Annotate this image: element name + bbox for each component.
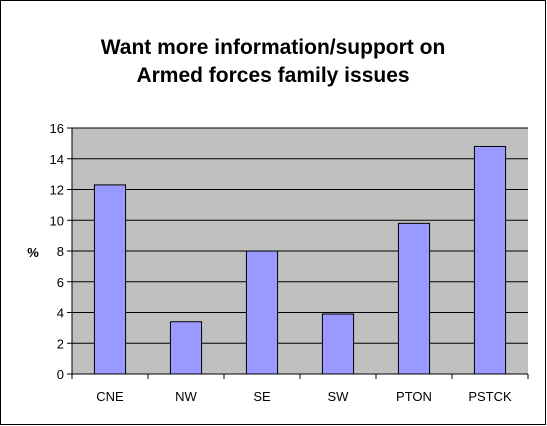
x-tick-label: SE (253, 389, 271, 404)
y-tick-label: 0 (57, 367, 64, 382)
bar-cne (93, 184, 127, 375)
bar-se (245, 250, 279, 375)
y-axis-label: % (27, 245, 39, 260)
bars (93, 145, 507, 375)
chart-title-line-1: Want more information/support on (101, 36, 446, 59)
y-tick-label: 12 (50, 183, 64, 198)
x-tick-label: SW (328, 389, 350, 404)
x-tick-label: PSTCK (468, 389, 512, 404)
x-tick-labels: CNE NW SE SW PTON PSTCK (71, 374, 529, 404)
bar-pton (397, 222, 431, 375)
bar-pstck (473, 145, 507, 375)
bar-sw (321, 313, 355, 375)
y-tick-labels: 0 2 4 6 8 10 12 14 16 (50, 121, 72, 382)
x-tick-label: NW (175, 389, 197, 404)
x-tick-label: CNE (96, 389, 124, 404)
y-tick-label: 14 (50, 152, 64, 167)
bar-nw (169, 321, 203, 375)
y-tick-label: 10 (50, 213, 64, 228)
y-tick-label: 2 (57, 336, 64, 351)
y-tick-label: 16 (50, 121, 64, 136)
chart-title-line-2: Armed forces family issues (136, 64, 409, 87)
gridlines (72, 127, 528, 344)
y-tick-label: 8 (57, 244, 64, 259)
y-tick-label: 4 (57, 306, 64, 321)
y-tick-label: 6 (57, 275, 64, 290)
x-tick-label: PTON (396, 389, 432, 404)
